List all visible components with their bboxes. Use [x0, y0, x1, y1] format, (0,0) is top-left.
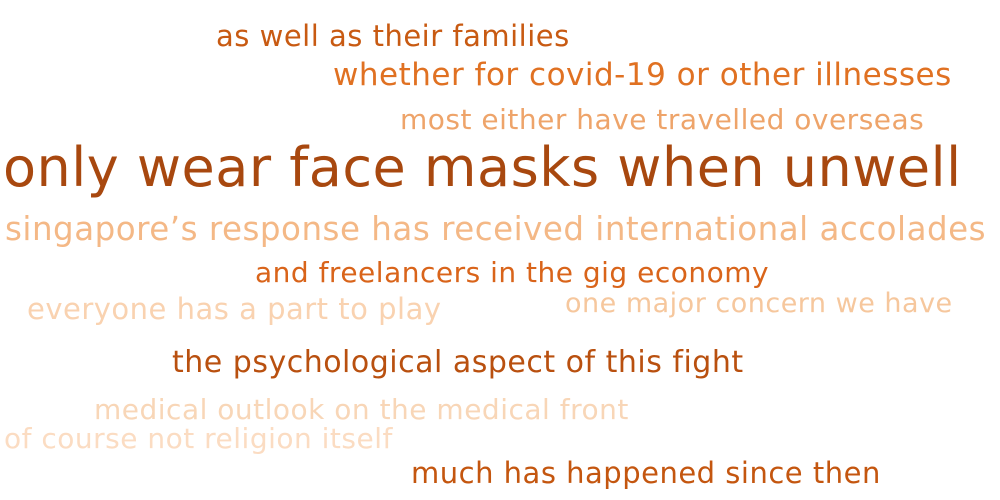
phrase-and-freelancers: and freelancers in the gig economy [255, 256, 770, 289]
phrase-psychological-aspect: the psychological aspect of this fight [172, 345, 744, 380]
phrase-only-wear-face-masks: only wear face masks when unwell [3, 136, 962, 199]
phrase-much-has-happened: much has happened since then [411, 456, 881, 490]
phrase-of-course-not-religion: of course not religion itself [4, 422, 393, 455]
phrase-one-major-concern: one major concern we have [565, 288, 953, 319]
phrase-most-either-have-travelled: most either have travelled overseas [400, 103, 925, 136]
phrase-as-well-as-their-families: as well as their families [216, 19, 570, 53]
phrase-everyone-has-a-part: everyone has a part to play [27, 292, 442, 326]
phrase-whether-for-covid-19: whether for covid-19 or other illnesses [333, 57, 952, 93]
phrase-singapores-response: singapore’s response has received intern… [5, 210, 987, 248]
phrase-medical-outlook: medical outlook on the medical front [94, 393, 629, 426]
